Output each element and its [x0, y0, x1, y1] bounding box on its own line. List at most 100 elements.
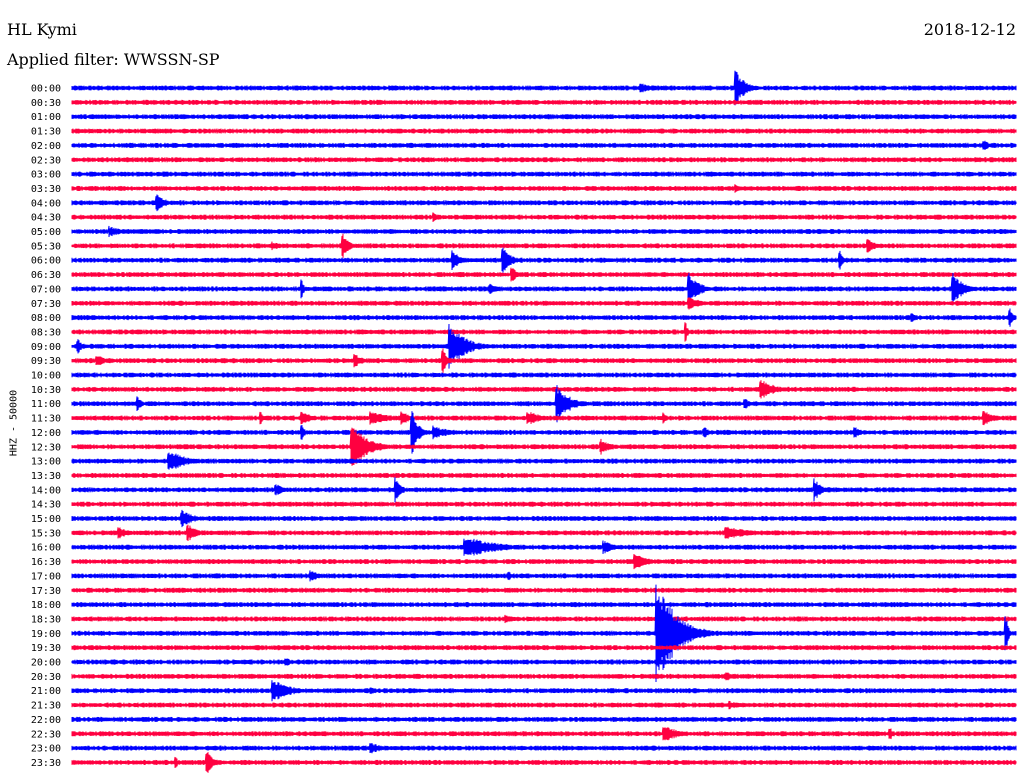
- row-time-label: 09:30: [31, 356, 61, 367]
- row-time-label: 14:00: [31, 485, 61, 496]
- seismogram-trace: [71, 212, 1017, 222]
- seismogram-trace: [71, 267, 1017, 282]
- seismogram-trace: [71, 700, 1017, 710]
- row-time-label: 01:00: [31, 112, 61, 123]
- seismogram-trace: [71, 247, 1017, 273]
- row-time-label: 20:00: [31, 658, 61, 669]
- seismogram-trace: [71, 184, 1017, 193]
- row-time-label: 02:30: [31, 155, 61, 166]
- seismogram-trace: [71, 140, 1017, 151]
- row-time-label: 12:30: [31, 442, 61, 453]
- row-time-label: 02:00: [31, 141, 61, 152]
- seismogram-trace: [71, 570, 1017, 582]
- seismogram-trace: [71, 272, 1017, 305]
- row-time-label: 10:00: [31, 371, 61, 382]
- row-time-label: 00:30: [31, 98, 61, 109]
- seismogram-trace: [71, 171, 1017, 177]
- seismogram-trace: [71, 587, 1017, 593]
- seismogram-trace: [71, 601, 1017, 608]
- row-time-label: 21:00: [31, 686, 61, 697]
- seismogram-trace: [71, 348, 1017, 373]
- seismogram-trace: [71, 114, 1017, 120]
- seismogram-trace: [71, 672, 1017, 681]
- row-time-label: 12:00: [31, 428, 61, 439]
- row-time-label: 18:30: [31, 614, 61, 625]
- seismogram-trace: [71, 410, 1017, 426]
- seismogram-trace: [71, 225, 1017, 238]
- seismogram-trace: [71, 70, 1017, 106]
- row-time-label: 17:30: [31, 586, 61, 597]
- row-time-label: 06:30: [31, 270, 61, 281]
- seismogram-trace: [71, 157, 1017, 163]
- row-time-label: 16:00: [31, 543, 61, 554]
- seismogram-trace: [71, 308, 1017, 327]
- seismogram-trace: [71, 411, 1017, 454]
- seismogram-trace: [71, 680, 1017, 702]
- seismogram-trace: [71, 452, 1017, 470]
- row-time-label: 21:30: [31, 701, 61, 712]
- row-time-label: 08:30: [31, 327, 61, 338]
- row-time-label: 05:00: [31, 227, 61, 238]
- row-time-label: 07:30: [31, 299, 61, 310]
- station-title: HL Kymi: [7, 20, 77, 39]
- seismogram-trace: [71, 645, 1017, 651]
- row-time-label: 07:00: [31, 284, 61, 295]
- row-time-label: 22:00: [31, 715, 61, 726]
- seismogram-trace: [71, 472, 1017, 479]
- seismogram-trace: [71, 322, 1017, 342]
- row-time-label: 15:30: [31, 528, 61, 539]
- date-label: 2018-12-12: [923, 20, 1016, 39]
- row-time-label: 14:30: [31, 500, 61, 511]
- row-time-label: 03:00: [31, 170, 61, 181]
- row-time-label: 09:00: [31, 342, 61, 353]
- seismogram-trace: [71, 427, 1017, 466]
- seismogram-trace: [71, 727, 1017, 741]
- seismogram-trace: [71, 385, 1017, 423]
- row-time-label: 03:30: [31, 184, 61, 195]
- row-time-label: 19:30: [31, 643, 61, 654]
- seismogram-trace: [71, 658, 1017, 666]
- seismogram-trace: [71, 509, 1017, 528]
- seismogram-trace: [71, 99, 1017, 105]
- seismogram-trace: [71, 194, 1017, 212]
- seismogram-trace: [71, 584, 1017, 683]
- seismogram-trace: [71, 323, 1017, 369]
- seismogram-trace: [71, 614, 1017, 624]
- row-time-label: 16:30: [31, 557, 61, 568]
- seismogram-trace: [71, 501, 1017, 507]
- row-time-label: 04:00: [31, 198, 61, 209]
- row-time-label: 13:30: [31, 471, 61, 482]
- row-time-label: 04:30: [31, 213, 61, 224]
- row-time-label: 18:00: [31, 600, 61, 611]
- seismogram-trace: [71, 716, 1017, 723]
- seismogram-trace: [71, 372, 1017, 378]
- seismogram-trace: [71, 538, 1017, 556]
- row-time-label: 00:00: [31, 84, 61, 95]
- seismogram-trace: [71, 128, 1017, 134]
- row-time-label: 11:00: [31, 399, 61, 410]
- seismogram-trace: [71, 752, 1017, 773]
- seismogram-trace: [71, 296, 1017, 310]
- row-time-label: 15:00: [31, 514, 61, 525]
- row-time-label: 23:30: [31, 758, 61, 769]
- row-time-label: 23:00: [31, 744, 61, 755]
- seismogram-trace: [71, 477, 1017, 503]
- row-time-label: 20:30: [31, 672, 61, 683]
- row-time-label: 06:00: [31, 256, 61, 267]
- row-time-label: 19:00: [31, 629, 61, 640]
- row-time-label: 01:30: [31, 127, 61, 138]
- row-time-label: 17:00: [31, 571, 61, 582]
- row-time-label: 08:00: [31, 313, 61, 324]
- seismogram-trace: [71, 380, 1017, 399]
- seismogram-trace: [71, 553, 1017, 570]
- row-time-label: 13:00: [31, 457, 61, 468]
- seismogram-trace: [71, 742, 1017, 754]
- row-time-label: 11:30: [31, 414, 61, 425]
- row-time-label: 22:30: [31, 729, 61, 740]
- row-time-label: 10:30: [31, 385, 61, 396]
- seismogram-trace: [71, 233, 1017, 258]
- seismogram-trace: [71, 524, 1017, 542]
- filter-label: Applied filter: WWSSN-SP: [7, 50, 220, 69]
- row-time-label: 05:30: [31, 241, 61, 252]
